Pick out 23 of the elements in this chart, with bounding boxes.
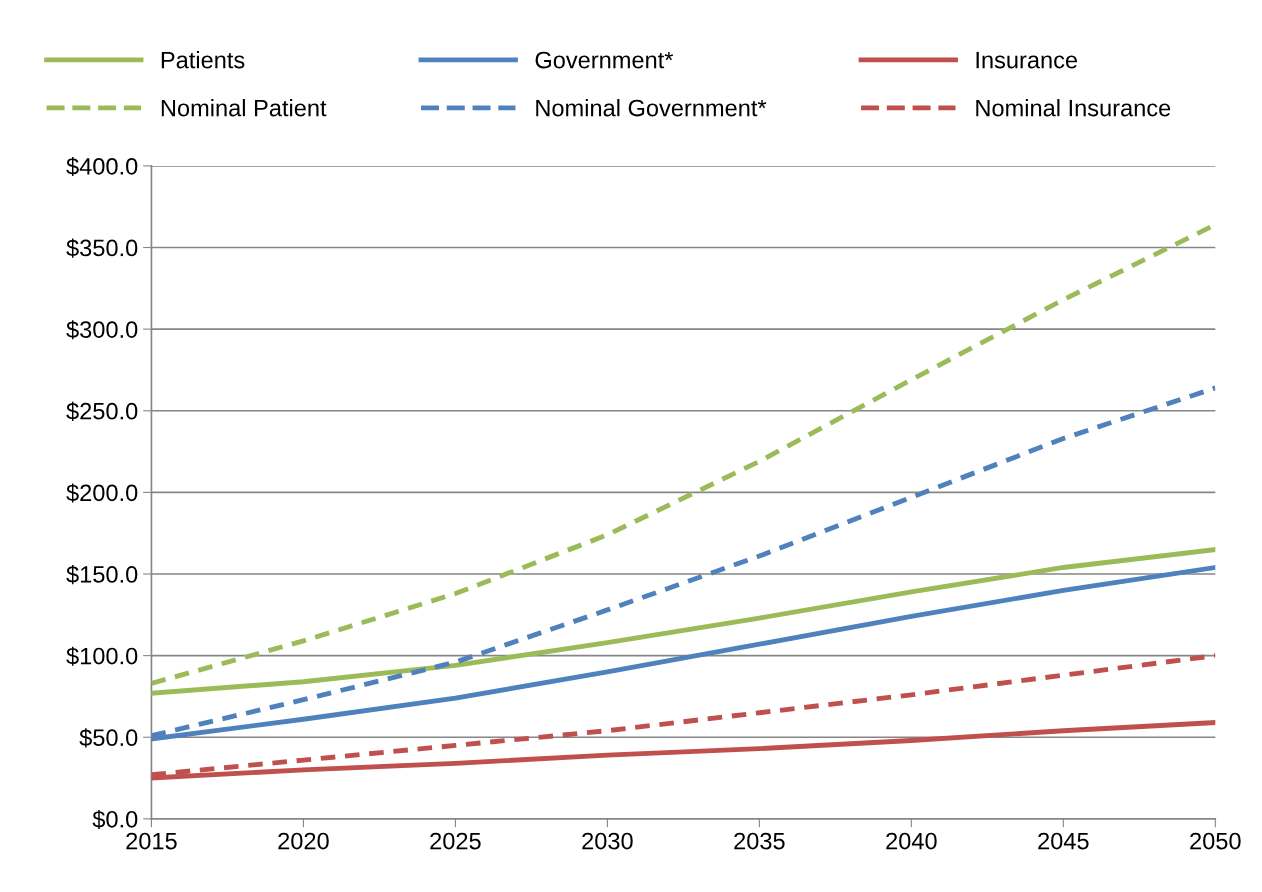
legend-label: Government*	[535, 51, 674, 69]
y-tick-label: $200.0	[66, 483, 138, 503]
legend-label: Insurance	[976, 51, 1078, 69]
y-tick-label: $150.0	[66, 565, 138, 585]
y-tick-label: $400.0	[66, 156, 138, 177]
legend-label: Nominal Patient	[161, 99, 327, 117]
x-tick-label: 2025	[430, 832, 481, 850]
y-tick-label: $300.0	[66, 320, 138, 340]
y-tick-label: $0.0	[92, 809, 138, 830]
x-tick-label: 2045	[1038, 832, 1089, 850]
x-tick-label: 2020	[278, 832, 329, 850]
legend-label: Nominal Insurance	[976, 99, 1171, 117]
legend-label: Patients	[161, 51, 245, 69]
y-tick-label: $100.0	[66, 646, 138, 666]
y-tick-label: $350.0	[66, 238, 138, 258]
x-tick-label: 2035	[734, 832, 785, 850]
legend-label: Nominal Government*	[536, 99, 767, 117]
x-tick-label: 2015	[126, 832, 177, 850]
x-tick-label: 2030	[582, 832, 633, 850]
y-tick-label: $50.0	[79, 728, 138, 748]
y-tick-label: $250.0	[66, 401, 138, 421]
x-tick-label: 2050	[1190, 832, 1241, 850]
x-tick-label: 2040	[886, 832, 937, 850]
